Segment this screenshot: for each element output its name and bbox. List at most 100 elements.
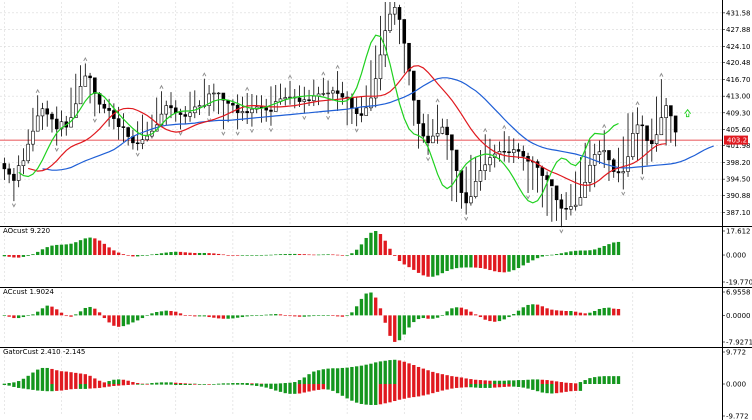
ac-bar [554,310,559,316]
gator-upper-bar [612,376,616,384]
candle-body [435,133,440,137]
gator-lower-bar [226,384,230,385]
gator-lower-bar [12,384,16,387]
gator-lower-bar [288,384,292,394]
gator-upper-bar [16,381,21,384]
ao-bar [593,249,597,256]
gator-upper-bar [516,380,521,384]
ao-bar [359,244,364,256]
ac-bar [55,309,59,316]
ao-bar [212,253,216,256]
gator-upper-bar [593,377,597,384]
ac-bar [321,315,326,316]
gator-lower-bar [459,384,464,388]
gator-upper-bar [97,380,102,384]
ac-bar [78,311,83,316]
fractal-down-marker [640,176,645,181]
candle-body [621,171,626,174]
ao-bar [588,250,592,256]
gator-upper-bar [512,380,516,384]
gator-lower-bar [454,384,459,388]
gator-lower-bar [383,384,387,404]
ao-bar [78,240,83,256]
gator-upper-bar [559,382,564,384]
ao-bar [245,255,249,256]
gator-upper-bar [521,380,525,384]
gator-upper-bar [283,383,287,384]
gator-lower-bar [397,384,402,400]
gator-upper-bar [159,382,164,384]
gator-lower-bar [240,384,245,385]
ao-bar [326,254,330,256]
ao-bar [16,255,21,258]
candle-body [511,149,516,153]
candle-body [588,164,592,183]
gator-lower-bar [126,384,130,385]
gator-lower-bar [412,384,416,398]
gator-upper-bar [531,379,535,384]
ac-bar [235,315,240,318]
gator-lower-bar [345,384,349,399]
candle-body [359,113,364,116]
ac-bar [202,315,206,317]
fractal-down-marker [559,229,564,234]
gator-upper-bar [269,383,273,385]
gator-lower-bar [307,384,311,392]
ao-bar [235,255,240,256]
gator-lower-bar [26,384,30,390]
candle-body [440,126,445,134]
ac-bar [221,315,226,319]
ao-bar [174,251,178,256]
gator-upper-bar [374,362,378,384]
ao-bar [116,252,121,256]
fractal-up-marker [435,98,440,103]
candle-body [540,167,545,176]
candle-body [93,77,97,94]
ac-bar [474,314,478,316]
gator-lower-bar [478,384,483,388]
ao-bar [255,255,259,256]
candle-body [488,157,492,166]
ao-bar [45,247,49,256]
ao-bar [107,247,111,256]
ac-bar [2,315,7,316]
ac-bar [335,315,340,317]
ao-bar [140,255,145,256]
ac-bar [497,315,502,322]
candle-body [502,151,507,153]
gator-upper-bar [155,382,159,384]
ac-bar [45,305,49,316]
gator-lower-bar [535,384,540,392]
gator-upper-bar [573,383,578,384]
candle-body [40,108,45,117]
fractal-down-marker [326,115,331,121]
fractal-up-marker [83,56,88,62]
candle-body [478,170,483,182]
gator-lower-bar [312,384,316,391]
gator-upper-bar [488,380,492,384]
fractal-down-marker [464,216,469,222]
candle-body [373,78,378,99]
fractal-up-marker [602,123,607,128]
gator-upper-bar [554,381,559,384]
candle-body [126,127,130,137]
candle-body [45,108,50,115]
gator-upper-bar [350,366,354,384]
ao-bar [226,255,230,256]
gator-upper-bar [326,368,330,384]
gator-upper-bar [140,383,145,385]
gator-upper-bar [169,382,173,384]
ao-bar [493,255,497,272]
candle-body [135,142,140,145]
candle-body [331,90,335,94]
gator-lower-bar [435,384,440,392]
ac-bar [121,315,126,327]
candle-body [350,97,354,109]
gator-upper-bar [45,367,49,384]
ao-bar [50,245,54,256]
candle-body [216,92,221,95]
ac-bar [131,315,135,323]
candle-body [597,151,602,155]
ac-bar [359,298,364,316]
gator-upper-bar [583,380,587,384]
